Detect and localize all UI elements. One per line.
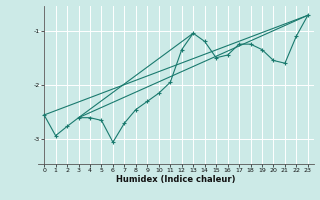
X-axis label: Humidex (Indice chaleur): Humidex (Indice chaleur) — [116, 175, 236, 184]
